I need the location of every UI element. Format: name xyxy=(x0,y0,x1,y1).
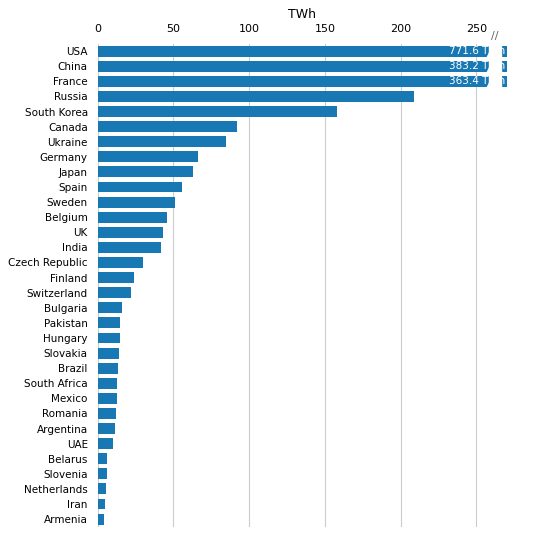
Bar xyxy=(98,227,163,238)
Bar xyxy=(98,287,131,298)
Bar xyxy=(489,61,501,72)
Bar xyxy=(98,499,105,509)
Bar xyxy=(98,272,134,283)
Bar xyxy=(98,181,182,193)
Bar xyxy=(98,484,106,494)
Bar xyxy=(98,76,507,87)
Bar xyxy=(98,348,119,358)
Bar xyxy=(98,393,117,404)
Bar xyxy=(98,45,507,57)
Bar xyxy=(98,151,198,162)
Bar xyxy=(98,514,104,524)
Text: 363.4 TWh: 363.4 TWh xyxy=(449,77,505,86)
Bar xyxy=(98,408,116,419)
Bar xyxy=(98,333,119,343)
Bar xyxy=(98,302,122,313)
Bar xyxy=(98,106,337,117)
Bar xyxy=(98,61,507,72)
Bar xyxy=(98,91,414,102)
Text: //: // xyxy=(491,32,499,41)
Bar xyxy=(98,438,113,449)
Bar xyxy=(98,257,143,268)
Bar xyxy=(98,121,237,132)
Bar xyxy=(489,76,501,87)
Bar xyxy=(98,212,167,223)
Bar xyxy=(98,197,175,208)
Text: 383.2 TWh: 383.2 TWh xyxy=(449,61,505,71)
Bar xyxy=(98,317,121,328)
Bar xyxy=(98,469,107,479)
Bar xyxy=(98,423,115,434)
Bar xyxy=(98,136,226,147)
Bar xyxy=(98,453,107,464)
Bar xyxy=(489,45,501,57)
Bar xyxy=(98,363,118,373)
Bar xyxy=(98,242,161,253)
X-axis label: TWh: TWh xyxy=(288,9,316,21)
Bar xyxy=(98,166,193,178)
Text: 771.6 TWh: 771.6 TWh xyxy=(449,46,505,56)
Bar xyxy=(98,378,117,389)
